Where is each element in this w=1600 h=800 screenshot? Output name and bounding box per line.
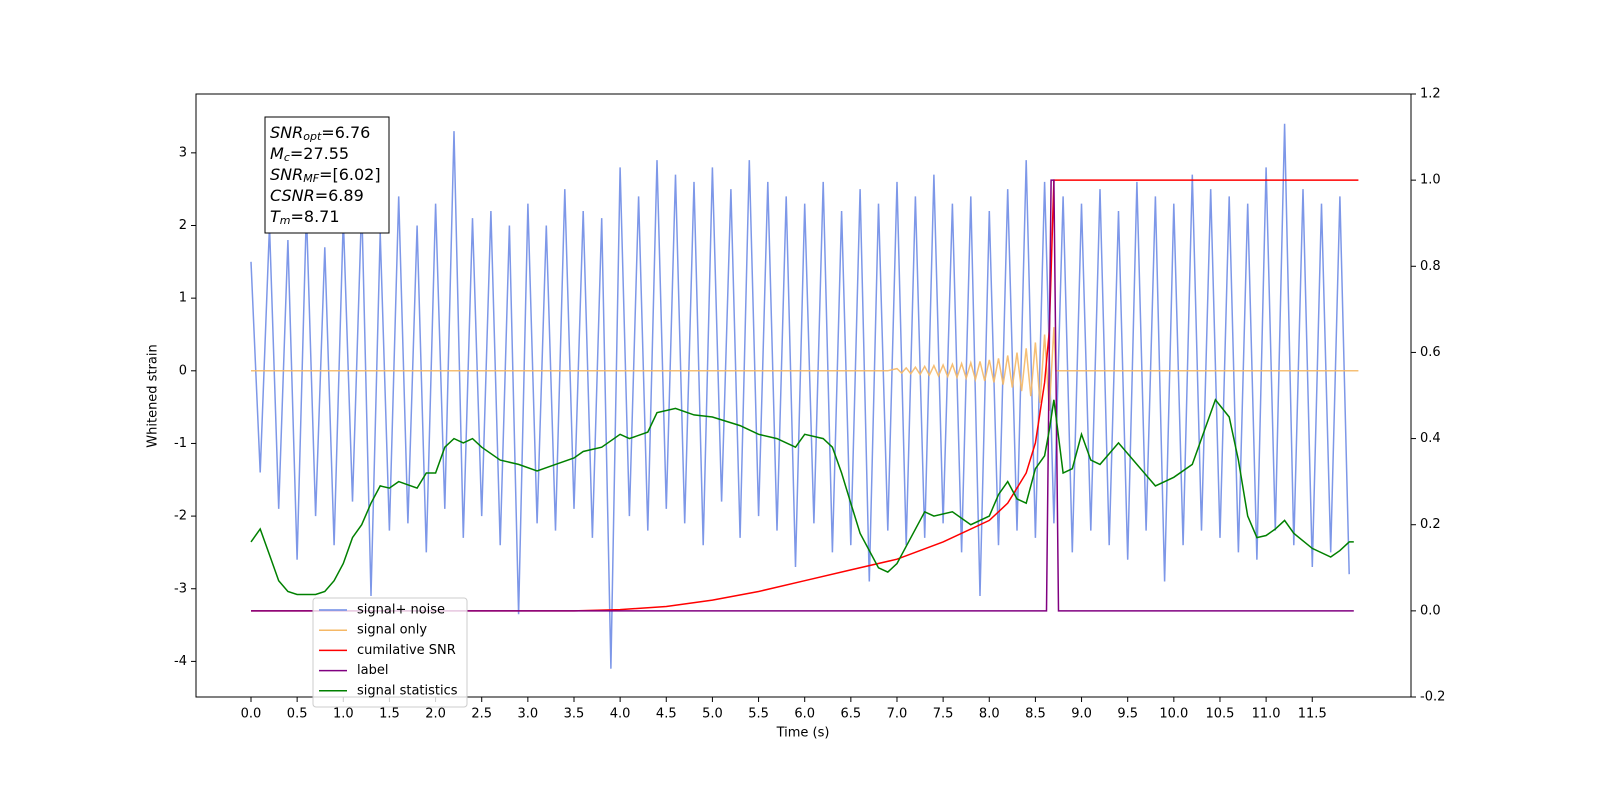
annotation-symbol: T — [270, 207, 281, 226]
annotation-symbol: M — [270, 144, 284, 163]
y-tick-label: 0 — [179, 363, 187, 378]
x-tick-label: 3.0 — [518, 707, 539, 722]
x-tick-label: 0.5 — [287, 707, 308, 722]
x-tick-label: 11.5 — [1298, 707, 1327, 722]
y-tick-label: -3 — [174, 581, 187, 596]
x-tick-label: 5.5 — [748, 707, 769, 722]
annotation-line: CSNR=6.89 — [270, 186, 364, 205]
x-tick-label: 1.0 — [333, 707, 354, 722]
annotation-line: SNRopt=6.76 — [270, 123, 370, 144]
x-tick-label: 6.0 — [794, 707, 815, 722]
x-tick-label: 8.0 — [979, 707, 1000, 722]
series-line — [251, 179, 1359, 612]
legend-label: signal+ noise — [357, 603, 445, 618]
annotation-subscript: c — [284, 151, 290, 164]
y-tick-label: -2 — [174, 509, 187, 524]
x-tick-label: 0.0 — [241, 707, 262, 722]
y-tick-label: -4 — [174, 654, 187, 669]
y2-tick-label: 0.8 — [1420, 259, 1441, 274]
x-tick-label: 10.5 — [1205, 707, 1234, 722]
annotation-value: =[6.02] — [319, 165, 381, 184]
x-tick-label: 4.0 — [610, 707, 631, 722]
annotation-value: =27.55 — [290, 144, 349, 163]
legend-label: label — [357, 663, 388, 678]
annotation-symbol: CSNR — [270, 186, 315, 205]
y2-tick-label: 0.0 — [1420, 603, 1441, 618]
annotation-line: Mc=27.55 — [270, 144, 349, 165]
legend-label: signal statistics — [357, 683, 458, 698]
x-tick-label: 9.0 — [1071, 707, 1092, 722]
x-tick-label: 7.0 — [887, 707, 908, 722]
y2-tick-label: 0.4 — [1420, 431, 1441, 446]
annotation-subscript: opt — [303, 130, 322, 143]
y-tick-label: -1 — [174, 436, 187, 451]
annotation-symbol: SNR — [270, 165, 303, 184]
series-line — [251, 327, 1359, 411]
legend-label: signal only — [357, 623, 427, 638]
x-tick-label: 7.5 — [933, 707, 954, 722]
series-line — [251, 179, 1354, 612]
y2-tick-label: 1.0 — [1420, 173, 1441, 188]
annotation-box — [264, 116, 390, 234]
annotation-value: =6.76 — [321, 123, 370, 142]
annotation-subscript: MF — [303, 172, 319, 185]
x-tick-label: 4.5 — [656, 707, 677, 722]
x-tick-label: 1.5 — [379, 707, 400, 722]
x-tick-label: 3.5 — [564, 707, 585, 722]
x-tick-label: 11.0 — [1252, 707, 1281, 722]
y2-tick-label: 0.6 — [1420, 345, 1441, 360]
x-tick-label: 10.0 — [1159, 707, 1188, 722]
y2-tick-label: -0.2 — [1420, 690, 1445, 705]
annotation-subscript: m — [280, 214, 291, 227]
x-axis-label: Time (s) — [776, 726, 830, 741]
annotation-value: =8.71 — [291, 207, 340, 226]
y2-tick-label: 1.2 — [1420, 87, 1441, 102]
y-tick-label: 2 — [179, 218, 187, 233]
y-tick-label: 1 — [179, 291, 187, 306]
legend-label: cumilative SNR — [357, 643, 456, 658]
x-tick-label: 2.5 — [471, 707, 492, 722]
x-tick-label: 6.5 — [840, 707, 861, 722]
series-line — [250, 123, 1350, 669]
y2-tick-label: 0.2 — [1420, 517, 1441, 532]
legend-box — [312, 597, 468, 708]
y-axis-label: Whitened strain — [146, 344, 161, 447]
series-line — [250, 398, 1354, 596]
x-tick-label: 2.0 — [425, 707, 446, 722]
annotation-symbol: SNR — [270, 123, 303, 142]
x-tick-label: 9.5 — [1117, 707, 1138, 722]
annotation-line: Tm=8.71 — [270, 207, 340, 228]
annotation-line: SNRMF=[6.02] — [270, 165, 381, 186]
axes-frame — [195, 93, 1412, 698]
annotation-value: =6.89 — [315, 186, 364, 205]
x-tick-label: 8.5 — [1025, 707, 1046, 722]
x-tick-label: 5.0 — [702, 707, 723, 722]
y-tick-label: 3 — [179, 145, 187, 160]
